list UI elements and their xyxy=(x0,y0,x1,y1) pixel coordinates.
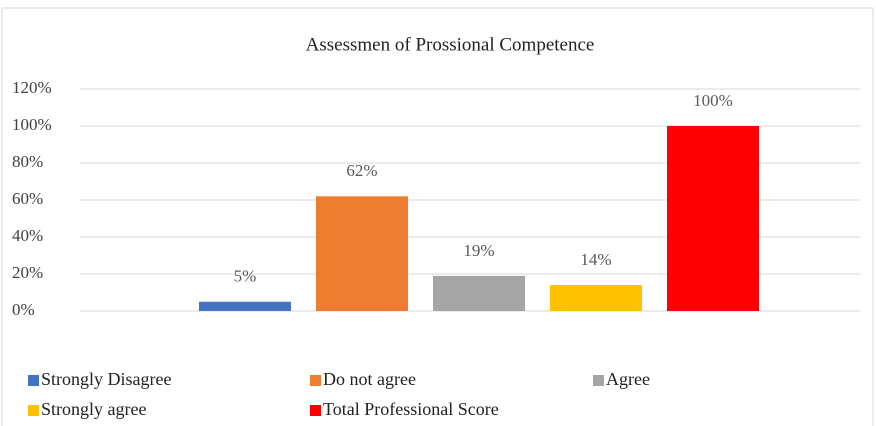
legend-label: Agree xyxy=(606,369,650,389)
legend-swatch xyxy=(310,405,321,416)
bar xyxy=(316,196,408,311)
y-tick-label: 60% xyxy=(12,189,43,208)
chart-title: Assessmen of Prossional Competence xyxy=(306,34,595,55)
y-tick-label: 20% xyxy=(12,263,43,282)
legend-swatch xyxy=(28,405,39,416)
legend-label: Strongly Disagree xyxy=(41,369,171,389)
y-tick-label: 0% xyxy=(12,300,35,319)
y-tick-label: 40% xyxy=(12,226,43,245)
legend-label: Strongly agree xyxy=(41,399,146,419)
value-label: 14% xyxy=(580,250,611,269)
legend-label: Do not agree xyxy=(323,369,416,389)
y-tick-label: 120% xyxy=(12,78,52,97)
value-label: 5% xyxy=(234,267,257,286)
legend-label: Total Professional Score xyxy=(323,399,499,419)
value-label: 62% xyxy=(346,161,377,180)
y-tick-label: 100% xyxy=(12,115,52,134)
bar xyxy=(433,275,525,311)
value-label: 19% xyxy=(463,241,494,260)
legend-swatch xyxy=(28,375,39,386)
value-label: 100% xyxy=(693,91,733,110)
y-tick-label: 80% xyxy=(12,152,43,171)
bar xyxy=(667,126,759,311)
bar xyxy=(199,301,291,311)
legend-swatch xyxy=(593,375,604,386)
bar xyxy=(550,285,642,311)
legend-swatch xyxy=(310,375,321,386)
